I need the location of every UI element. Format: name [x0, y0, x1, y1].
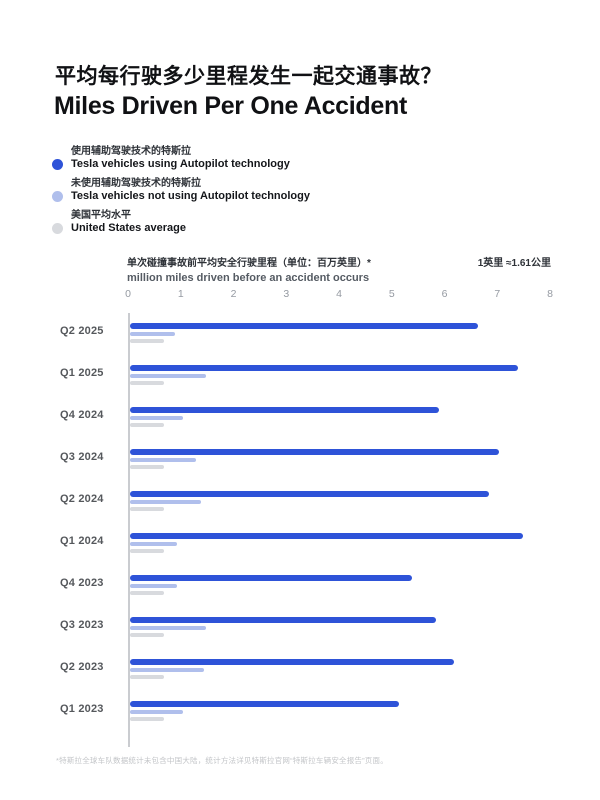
axis-tick-4: 4: [336, 288, 342, 300]
category-label: Q2 2023: [60, 661, 104, 673]
bar-us-average: [130, 633, 165, 637]
bar-no-autopilot: [130, 709, 183, 714]
axis-tick-6: 6: [441, 288, 448, 300]
axis-header: 单次碰撞事故前平均安全行驶里程（单位：百万英里）* million miles …: [127, 254, 551, 284]
bar-us-average: [130, 339, 165, 343]
legend-label-block: 未使用辅助驾驶技术的特斯拉 Tesla vehicles not using Au…: [71, 178, 310, 203]
bar-chart: Q2 2025 Q1 2025 Q4 2024 Q3 2024 Q2 2024 Q1 20…: [60, 313, 552, 747]
bar-us-average: [130, 591, 165, 595]
chart-row: Q1 2025: [60, 355, 552, 397]
bar-no-autopilot: [130, 583, 178, 588]
category-label: Q2 2025: [60, 325, 104, 337]
legend-label-zh: 美国平均水平: [71, 210, 131, 221]
axis-tick-5: 5: [388, 288, 395, 300]
footnote: *特斯拉全球车队数据统计未包含中国大陆，统计方法详见特斯拉官网“特斯拉车辆安全报…: [56, 756, 388, 765]
legend-item-us_average: 美国平均水平 United States average: [52, 210, 310, 235]
axis-label-zh: 单次碰撞事故前平均安全行驶里程（单位：百万英里）*: [127, 258, 371, 269]
legend-label-block: 美国平均水平 United States average: [71, 210, 186, 235]
axis-tick-7: 7: [494, 288, 501, 300]
bar-us-average: [130, 717, 165, 721]
category-label: Q1 2023: [60, 703, 104, 715]
legend-label-en: Tesla vehicles using Autopilot technolog…: [71, 158, 290, 170]
bar-no-autopilot: [130, 415, 183, 420]
axis-tick-0: 0: [125, 288, 131, 300]
legend-dot-us_average-icon: [52, 223, 63, 234]
bar-no-autopilot: [130, 331, 175, 336]
bar-autopilot: [130, 617, 436, 623]
chart-row: Q2 2023: [60, 649, 552, 691]
bar-no-autopilot: [130, 541, 178, 546]
bar-us-average: [130, 507, 165, 511]
legend-label-en: United States average: [71, 222, 186, 234]
legend-item-no_autopilot: 未使用辅助驾驶技术的特斯拉 Tesla vehicles not using Au…: [52, 178, 310, 203]
legend-label-block: 使用辅助驾驶技术的特斯拉 Tesla vehicles using Autopil…: [71, 146, 290, 171]
category-label: Q1 2024: [60, 535, 104, 547]
bar-autopilot: [130, 659, 455, 665]
chart-row: Q4 2023: [60, 565, 552, 607]
bar-us-average: [130, 549, 165, 553]
legend: 使用辅助驾驶技术的特斯拉 Tesla vehicles using Autopil…: [52, 146, 310, 235]
legend-item-autopilot: 使用辅助驾驶技术的特斯拉 Tesla vehicles using Autopil…: [52, 146, 310, 171]
chart-row: Q2 2025: [60, 313, 552, 355]
bar-no-autopilot: [130, 667, 204, 672]
legend-label-en: Tesla vehicles not using Autopilot techn…: [71, 190, 310, 202]
bar-autopilot: [130, 701, 400, 707]
legend-dot-no_autopilot-icon: [52, 191, 63, 202]
x-axis-ticks: 0 1 2 3 4 5 6 7 8: [125, 288, 553, 301]
chart-row: Q3 2024: [60, 439, 552, 481]
legend-label-zh: 未使用辅助驾驶技术的特斯拉: [71, 178, 201, 189]
category-label: Q4 2024: [60, 409, 104, 421]
bar-no-autopilot: [130, 373, 207, 378]
legend-dot-autopilot-icon: [52, 159, 63, 170]
bar-autopilot: [130, 575, 413, 581]
chart-row: Q2 2024: [60, 481, 552, 523]
bar-us-average: [130, 381, 165, 385]
chart-row: Q1 2024: [60, 523, 552, 565]
bar-autopilot: [130, 491, 489, 497]
bar-autopilot: [130, 323, 479, 329]
bar-us-average: [130, 675, 165, 679]
axis-label-block: 单次碰撞事故前平均安全行驶里程（单位：百万英里）* million miles …: [127, 254, 371, 284]
bar-autopilot: [130, 449, 500, 455]
axis-tick-3: 3: [283, 288, 290, 300]
bar-us-average: [130, 465, 165, 469]
bar-us-average: [130, 423, 165, 427]
bar-autopilot: [130, 407, 439, 413]
chart-row: Q4 2024: [60, 397, 552, 439]
category-label: Q1 2025: [60, 367, 104, 379]
category-label: Q3 2024: [60, 451, 104, 463]
page-title-en: Miles Driven Per One Accident: [54, 92, 407, 120]
bar-autopilot: [130, 533, 523, 539]
chart-row: Q1 2023: [60, 691, 552, 733]
axis-tick-1: 1: [177, 288, 184, 300]
bar-no-autopilot: [130, 499, 202, 504]
legend-label-zh: 使用辅助驾驶技术的特斯拉: [71, 146, 191, 157]
axis-tick-8: 8: [547, 288, 553, 300]
axis-label-en: million miles driven before an accident …: [127, 272, 370, 284]
unit-conversion-note: 1英里 ≈1.61公里: [477, 258, 551, 269]
chart-row: Q3 2023: [60, 607, 552, 649]
category-label: Q4 2023: [60, 577, 104, 589]
axis-tick-2: 2: [230, 288, 237, 300]
bar-no-autopilot: [130, 625, 207, 630]
bar-no-autopilot: [130, 457, 196, 462]
page-title-zh: 平均每行驶多少里程发生一起交通事故？: [55, 65, 442, 88]
bar-autopilot: [130, 365, 518, 371]
category-label: Q3 2023: [60, 619, 104, 631]
category-label: Q2 2024: [60, 493, 104, 505]
